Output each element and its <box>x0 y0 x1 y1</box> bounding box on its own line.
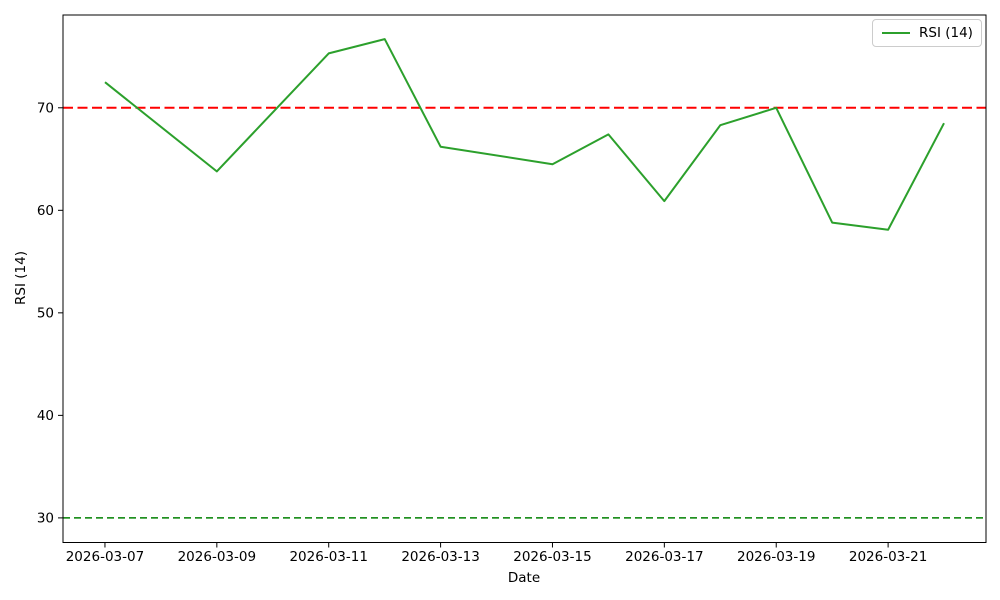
reference-lines <box>63 106 986 519</box>
x-tick-label: 2026-03-07 <box>66 549 144 565</box>
x-tick-label: 2026-03-17 <box>625 549 703 565</box>
x-tick-label: 2026-03-13 <box>401 549 479 565</box>
x-tick-label: 2026-03-21 <box>849 549 927 565</box>
x-tick-label: 2026-03-11 <box>289 549 367 565</box>
x-axis-label: Date <box>507 570 541 586</box>
x-tick-label: 2026-03-09 <box>178 549 256 565</box>
y-tick-label: 40 <box>37 408 54 424</box>
rsi-line-path <box>104 38 945 231</box>
y-axis-ticks: 30 40 50 60 70 <box>37 100 63 527</box>
x-tick-label: 2026-03-15 <box>513 549 591 565</box>
y-tick-label: 70 <box>37 100 54 116</box>
plot-border <box>62 14 987 543</box>
legend: RSI (14) <box>872 19 982 47</box>
y-tick-label: 30 <box>37 511 54 527</box>
rsi-line <box>104 38 945 231</box>
plot-frame <box>62 14 987 543</box>
y-tick-label: 60 <box>37 203 54 219</box>
y-tick-label: 50 <box>37 306 54 322</box>
legend-line-sample-icon <box>882 31 910 35</box>
x-tick-label: 2026-03-19 <box>737 549 815 565</box>
legend-label: RSI (14) <box>919 25 973 41</box>
y-axis-label: RSI (14) <box>13 251 29 305</box>
x-axis-ticks: 2026-03-07 2026-03-09 2026-03-11 2026-03-13… <box>66 542 927 565</box>
